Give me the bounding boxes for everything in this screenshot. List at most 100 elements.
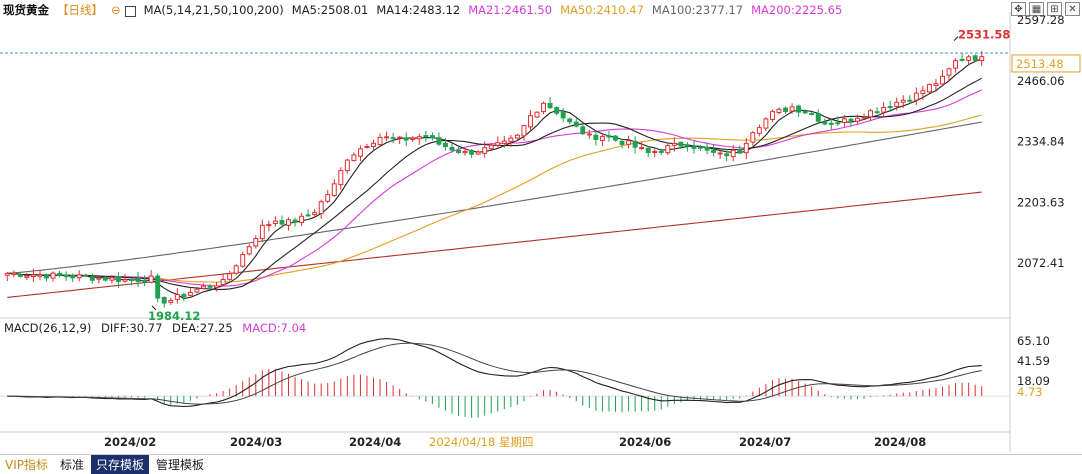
candle-body[interactable]: [338, 170, 344, 186]
candle-body[interactable]: [442, 142, 448, 148]
candle-body[interactable]: [305, 214, 311, 217]
candle-body[interactable]: [913, 92, 919, 101]
candle-body[interactable]: [586, 133, 592, 136]
candle-body[interactable]: [959, 58, 965, 61]
candle-body[interactable]: [514, 134, 520, 139]
candle-body[interactable]: [240, 254, 246, 267]
candle-body[interactable]: [613, 135, 618, 141]
candle-body[interactable]: [109, 277, 115, 281]
candle-body[interactable]: [168, 300, 174, 303]
candle-body[interactable]: [4, 272, 10, 276]
manage-template-button[interactable]: 管理模板: [156, 458, 205, 472]
candle-body[interactable]: [580, 126, 586, 135]
candle-body[interactable]: [456, 149, 461, 153]
candle-body[interactable]: [266, 224, 272, 227]
candle-body[interactable]: [645, 147, 651, 154]
candle-body[interactable]: [76, 274, 82, 279]
candle-body[interactable]: [979, 56, 985, 61]
candle-body[interactable]: [907, 99, 913, 102]
candle-body[interactable]: [299, 215, 305, 223]
candle-body[interactable]: [462, 151, 468, 154]
candle-body[interactable]: [436, 137, 442, 145]
candle-body[interactable]: [57, 272, 63, 276]
candle-body[interactable]: [639, 147, 645, 150]
candle-body[interactable]: [711, 149, 717, 153]
candle-body[interactable]: [900, 99, 906, 103]
candle-body[interactable]: [554, 107, 560, 114]
cycle-icon[interactable]: ⊖: [111, 3, 121, 17]
zoom-icon[interactable]: ⊞: [1047, 2, 1062, 16]
candle-body[interactable]: [528, 115, 533, 128]
candle-body[interactable]: [44, 274, 49, 279]
candle-body[interactable]: [809, 113, 815, 116]
ma-toggle-checkbox[interactable]: [124, 5, 136, 17]
candle-body[interactable]: [966, 56, 972, 61]
candle-body[interactable]: [822, 121, 828, 125]
candle-body[interactable]: [704, 146, 710, 151]
candle-body[interactable]: [30, 274, 36, 277]
candle-body[interactable]: [521, 125, 527, 137]
candle-body[interactable]: [652, 150, 658, 153]
candle-body[interactable]: [246, 246, 252, 255]
candle-body[interactable]: [933, 83, 939, 86]
candle-body[interactable]: [940, 75, 945, 85]
candle-body[interactable]: [881, 106, 887, 113]
candle-body[interactable]: [63, 274, 69, 278]
candle-body[interactable]: [495, 142, 501, 146]
candle-body[interactable]: [920, 90, 926, 94]
candle-body[interactable]: [214, 285, 220, 289]
candle-body[interactable]: [384, 136, 390, 139]
candle-body[interactable]: [567, 118, 573, 123]
ma-params[interactable]: MA(5,14,21,50,100,200): [143, 3, 284, 17]
candle-body[interactable]: [37, 274, 43, 277]
candle-body[interactable]: [227, 273, 233, 280]
candle-body[interactable]: [743, 142, 749, 154]
candle-body[interactable]: [756, 127, 762, 134]
candle-body[interactable]: [606, 135, 612, 138]
candle-body[interactable]: [717, 152, 723, 155]
candle-body[interactable]: [187, 291, 193, 296]
candle-body[interactable]: [855, 117, 860, 122]
candle-body[interactable]: [619, 140, 625, 145]
candle-body[interactable]: [312, 212, 318, 216]
candle-body[interactable]: [678, 141, 684, 147]
candle-body[interactable]: [115, 276, 121, 283]
candle-body[interactable]: [946, 68, 952, 76]
close-icon[interactable]: ✕: [1065, 2, 1080, 16]
candle-body[interactable]: [397, 136, 403, 139]
candle-body[interactable]: [783, 107, 788, 112]
candle-body[interactable]: [691, 145, 697, 149]
candle-body[interactable]: [861, 116, 867, 119]
candle-body[interactable]: [220, 278, 226, 286]
candle-body[interactable]: [11, 272, 17, 276]
candle-body[interactable]: [796, 105, 802, 113]
candle-body[interactable]: [665, 145, 671, 154]
period-selector[interactable]: 【日线】: [57, 3, 103, 17]
candle-body[interactable]: [573, 121, 579, 127]
candle-body[interactable]: [541, 102, 547, 113]
candle-body[interactable]: [658, 150, 664, 153]
candle-body[interactable]: [868, 110, 874, 118]
candle-body[interactable]: [344, 159, 350, 172]
candle-body[interactable]: [841, 118, 847, 123]
candle-body[interactable]: [364, 145, 370, 149]
candle-body[interactable]: [423, 135, 429, 138]
candle-body[interactable]: [763, 118, 769, 129]
candle-body[interactable]: [894, 101, 900, 107]
candle-body[interactable]: [24, 275, 30, 278]
candle-body[interactable]: [377, 136, 383, 146]
candle-body[interactable]: [802, 110, 808, 114]
candle-body[interactable]: [174, 293, 180, 300]
candle-body[interactable]: [501, 140, 507, 144]
candle-body[interactable]: [534, 111, 540, 118]
candle-body[interactable]: [482, 147, 488, 154]
candle-body[interactable]: [403, 137, 409, 141]
candle-body[interactable]: [599, 135, 605, 141]
candle-body[interactable]: [286, 219, 291, 226]
candle-body[interactable]: [874, 111, 880, 114]
candle-body[interactable]: [135, 277, 141, 282]
candle-body[interactable]: [724, 153, 730, 157]
candle-body[interactable]: [730, 149, 736, 158]
candle-body[interactable]: [122, 278, 128, 282]
